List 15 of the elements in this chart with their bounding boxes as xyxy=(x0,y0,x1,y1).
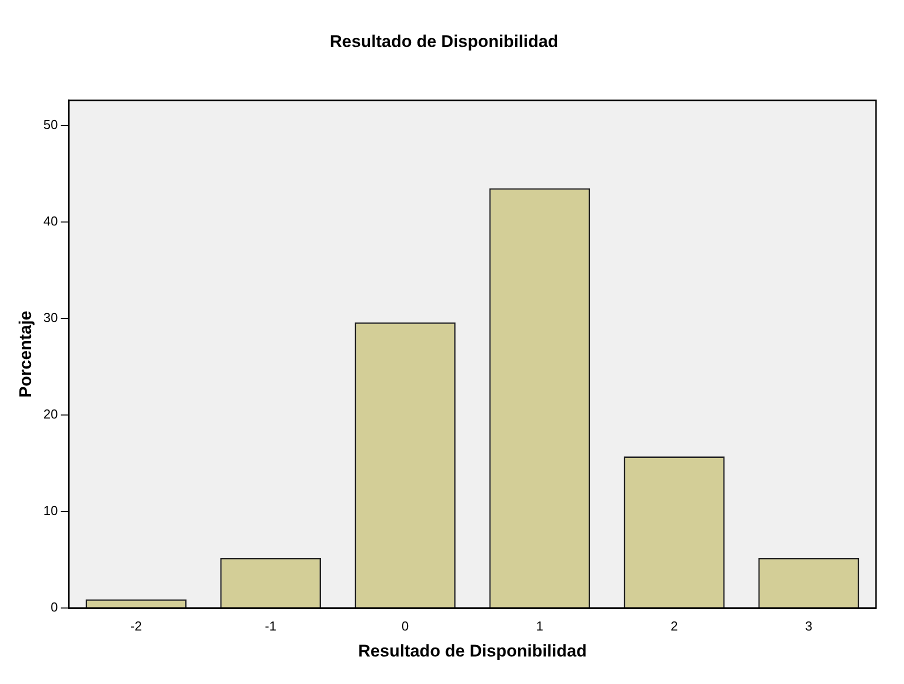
x-tick-label: -1 xyxy=(264,618,276,634)
y-axis-title: Porcentaje xyxy=(16,310,35,398)
x-tick-label: -2 xyxy=(130,618,142,634)
x-tick-label: 2 xyxy=(670,618,678,634)
y-tick-label: 0 xyxy=(50,600,58,615)
x-tick-label: 1 xyxy=(536,618,544,634)
x-tick-label: 0 xyxy=(402,618,409,634)
x-axis-title: Resultado de Disponibilidad xyxy=(358,641,587,660)
chart-title: Resultado de Disponibilidad xyxy=(330,32,558,51)
y-tick-label: 20 xyxy=(43,406,58,422)
y-tick-label: 50 xyxy=(43,117,58,132)
y-tick-label: 30 xyxy=(43,310,58,326)
y-tick-label: 40 xyxy=(43,214,58,229)
x-tick-label: 3 xyxy=(805,618,812,634)
y-tick-label: 10 xyxy=(43,503,58,518)
